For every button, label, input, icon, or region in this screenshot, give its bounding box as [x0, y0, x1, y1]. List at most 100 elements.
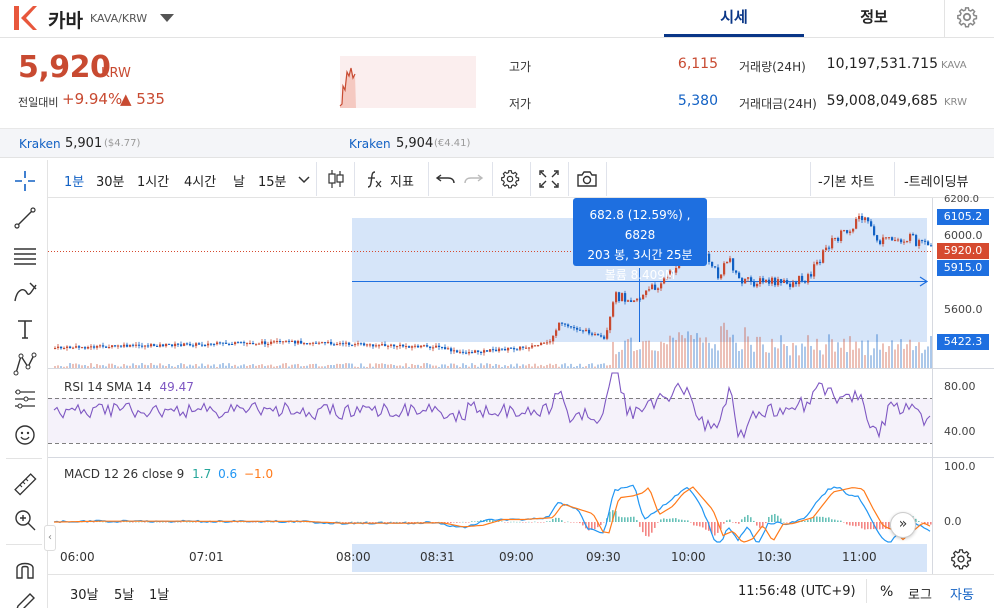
candle	[507, 347, 510, 351]
change-percent: +9.94%	[62, 90, 123, 108]
chevron-down-icon[interactable]	[298, 176, 310, 184]
volume-bar	[87, 366, 89, 368]
divider	[354, 162, 355, 196]
redo-icon[interactable]	[462, 169, 484, 189]
rsi-legend[interactable]: RSI 14 SMA 14 49.47	[64, 380, 194, 394]
pattern-icon[interactable]	[12, 351, 38, 377]
candle	[888, 237, 891, 239]
volume-bar	[777, 348, 779, 368]
macd-histogram-bar	[561, 520, 563, 522]
candle	[474, 350, 477, 353]
volume-bar	[465, 364, 467, 368]
text-icon[interactable]	[12, 316, 38, 342]
tab-info[interactable]: 정보	[860, 8, 888, 26]
volume-bar	[699, 337, 701, 368]
macd-histogram-bar	[738, 522, 740, 524]
candle	[423, 345, 426, 347]
exchange-name[interactable]: Kraken	[349, 137, 391, 151]
exchange-name[interactable]: Kraken	[19, 137, 61, 151]
candle	[537, 345, 540, 347]
candle	[816, 261, 819, 265]
camera-icon[interactable]	[576, 169, 598, 189]
volume-bar	[252, 364, 254, 368]
percent-toggle[interactable]: %	[880, 584, 894, 600]
auto-toggle[interactable]: 자동	[950, 588, 974, 603]
candlestick-icon[interactable]	[325, 169, 347, 189]
macd-histogram-bar	[642, 522, 644, 533]
macd-histogram-bar	[654, 522, 656, 528]
macd-histogram-bar	[702, 522, 704, 528]
logo-k-icon[interactable]	[12, 4, 38, 32]
collapse-toolbar-button[interactable]: ‹	[44, 525, 56, 551]
undo-icon[interactable]	[435, 169, 457, 189]
candle	[921, 240, 924, 242]
emoji-icon[interactable]	[12, 422, 38, 448]
ruler-icon[interactable]	[12, 471, 38, 497]
scroll-to-realtime-button[interactable]: »	[890, 512, 916, 538]
time-tick: 10:30	[757, 550, 792, 564]
magnet-icon[interactable]	[12, 556, 38, 582]
log-toggle[interactable]: 로그	[908, 588, 932, 603]
volume-bar	[522, 364, 524, 368]
clock[interactable]: 11:56:48 (UTC+9)	[738, 584, 856, 599]
gear-icon[interactable]	[956, 6, 978, 28]
candle	[123, 344, 126, 347]
volume-bar	[609, 364, 611, 368]
macd-histogram-bar	[432, 522, 434, 523]
candle	[762, 278, 765, 283]
fullscreen-icon[interactable]	[538, 169, 560, 189]
interval-1h[interactable]: 1시간	[137, 175, 170, 190]
volume-bar	[504, 365, 506, 368]
tradingview-button[interactable]: -트레이딩뷰	[904, 175, 969, 190]
interval-4h[interactable]: 4시간	[184, 175, 217, 190]
macd-histogram-bar	[765, 522, 767, 524]
candle	[546, 342, 549, 344]
volume-bar	[360, 363, 362, 368]
macd-histogram-bar	[255, 522, 257, 523]
macd-histogram-bar	[357, 521, 359, 523]
pencil-lock-icon[interactable]	[12, 590, 38, 608]
crosshair-icon[interactable]	[12, 168, 38, 194]
macd-histogram-bar	[855, 522, 857, 527]
range-5d[interactable]: 5날	[114, 588, 135, 603]
candle	[642, 294, 645, 300]
gear-icon[interactable]	[950, 548, 972, 570]
candle	[615, 292, 618, 303]
chevron-down-icon[interactable]	[160, 14, 174, 22]
volume-bar	[297, 363, 299, 368]
volume-bar	[891, 340, 893, 368]
indicators-button[interactable]: 지표	[390, 175, 414, 190]
price-chart[interactable]	[48, 198, 994, 574]
horizontal-lines-icon[interactable]	[12, 242, 38, 268]
volume-bar	[387, 364, 389, 368]
interval-day[interactable]: 날	[233, 175, 245, 190]
zoom-in-icon[interactable]	[12, 507, 38, 533]
brush-icon[interactable]	[12, 279, 38, 305]
macd-histogram-bar	[339, 521, 341, 523]
candle	[135, 344, 138, 346]
volume-bar	[900, 339, 902, 368]
tab-price[interactable]: 시세	[664, 6, 804, 37]
range-1d[interactable]: 1날	[149, 588, 170, 603]
volume-bar	[912, 350, 914, 368]
trendline-icon[interactable]	[12, 205, 38, 231]
function-icon[interactable]	[364, 169, 386, 189]
range-30d[interactable]: 30날	[70, 588, 99, 603]
exchange-price-foreign: ($4.77)	[104, 138, 141, 149]
volume-bar	[93, 366, 95, 368]
interval-30m[interactable]: 30분	[96, 175, 125, 190]
interval-1m[interactable]: 1분	[64, 175, 85, 190]
interval-15m[interactable]: 15분	[258, 175, 287, 190]
projection-icon[interactable]	[12, 386, 38, 412]
candle	[159, 344, 162, 347]
macd-legend[interactable]: MACD 12 26 close 9 1.7 0.6 −1.0	[64, 467, 273, 481]
macd-axis-tick: 0.0	[944, 515, 962, 528]
volume-bar	[342, 364, 344, 368]
settings-icon[interactable]	[499, 169, 521, 189]
volume-bar	[768, 352, 770, 368]
volume-bar	[210, 365, 212, 368]
basic-chart-button[interactable]: -기본 차트	[818, 175, 875, 190]
candle	[618, 292, 621, 302]
high-value: 6,115	[677, 56, 718, 72]
macd-histogram-bar	[192, 521, 194, 523]
